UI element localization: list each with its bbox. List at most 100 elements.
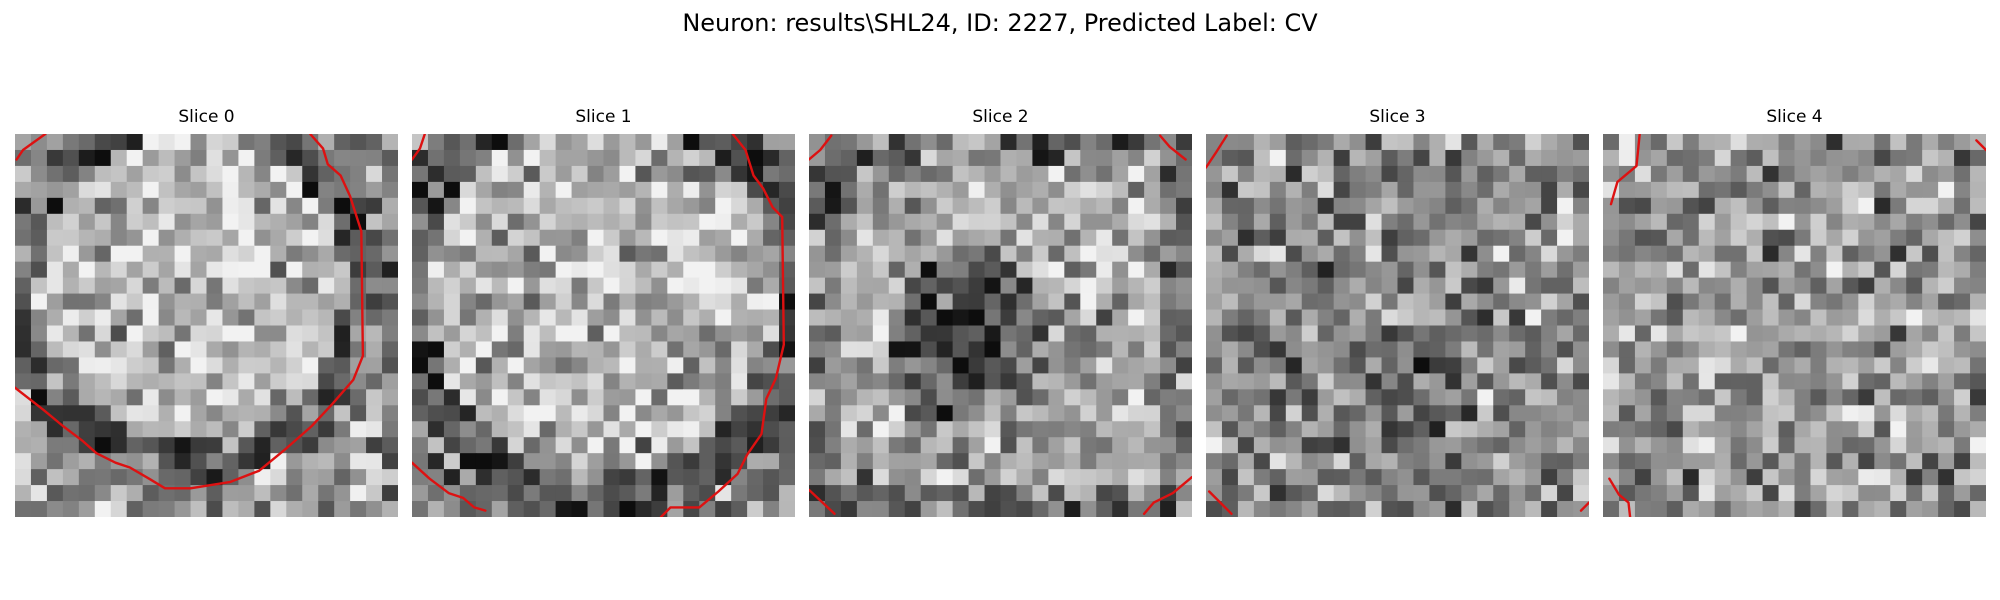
voxel-pixel [667, 485, 684, 502]
voxel-pixel [1080, 229, 1097, 247]
voxel-pixel [1429, 245, 1446, 263]
voxel-pixel [1618, 357, 1636, 374]
voxel-pixel [15, 357, 32, 374]
voxel-pixel [1096, 485, 1113, 502]
voxel-pixel [904, 293, 922, 311]
voxel-pixel [651, 197, 668, 215]
slice-panel-1: Slice 1 [412, 106, 795, 517]
voxel-pixel [1954, 261, 1971, 279]
voxel-pixel [254, 389, 271, 406]
voxel-pixel [1922, 421, 1939, 438]
voxel-pixel [1618, 341, 1636, 359]
voxel-pixel [1890, 453, 1907, 470]
voxel-pixel [334, 469, 351, 486]
voxel-pixel [459, 245, 477, 263]
voxel-pixel [1858, 245, 1875, 263]
voxel-pixel [491, 453, 509, 470]
voxel-pixel [1064, 325, 1081, 343]
voxel-pixel [1778, 469, 1796, 486]
voxel-pixel [1112, 357, 1129, 374]
voxel-pixel [1618, 405, 1636, 422]
voxel-pixel [1317, 134, 1335, 151]
voxel-pixel [603, 261, 621, 279]
voxel-pixel [459, 405, 477, 422]
voxel-pixel [1301, 437, 1319, 454]
voxel-pixel [1698, 421, 1716, 438]
voxel-pixel [1573, 437, 1589, 454]
voxel-pixel [715, 309, 732, 327]
voxel-pixel [699, 405, 716, 422]
voxel-pixel [523, 325, 541, 343]
voxel-pixel [1794, 293, 1812, 311]
voxel-pixel [491, 341, 509, 359]
voxel-pixel [459, 341, 477, 359]
voxel-pixel [809, 405, 826, 422]
voxel-pixel [1874, 229, 1891, 247]
voxel-pixel [1381, 245, 1399, 263]
voxel-pixel [1016, 341, 1034, 359]
voxel-pixel [1954, 277, 1971, 295]
voxel-pixel [1698, 405, 1716, 422]
voxel-pixel [840, 469, 858, 486]
voxel-pixel [1317, 421, 1335, 438]
voxel-pixel [412, 181, 429, 199]
voxel-pixel [699, 245, 716, 263]
voxel-pixel [1349, 485, 1367, 502]
voxel-pixel [1746, 197, 1764, 215]
voxel-pixel [619, 501, 637, 517]
voxel-pixel [1461, 405, 1478, 422]
voxel-pixel [1810, 453, 1828, 470]
voxel-pixel [1762, 453, 1780, 470]
voxel-pixel [824, 469, 842, 486]
voxel-pixel [1080, 149, 1097, 167]
voxel-pixel [856, 197, 874, 215]
voxel-pixel [1954, 309, 1971, 327]
voxel-pixel [523, 405, 541, 422]
voxel-pixel [158, 389, 176, 406]
voxel-pixel [1826, 309, 1843, 327]
voxel-pixel [1922, 197, 1939, 215]
voxel-pixel [968, 213, 986, 231]
voxel-pixel [286, 373, 303, 390]
voxel-pixel [968, 197, 986, 215]
voxel-pixel [952, 405, 970, 422]
voxel-pixel [1000, 469, 1018, 486]
voxel-pixel [888, 229, 906, 247]
voxel-pixel [270, 181, 287, 199]
voxel-pixel [1509, 421, 1526, 438]
voxel-pixel [715, 325, 732, 343]
voxel-pixel [555, 229, 573, 247]
voxel-pixel [286, 149, 303, 167]
voxel-pixel [747, 357, 764, 374]
voxel-pixel [1794, 357, 1812, 374]
voxel-pixel [382, 197, 398, 215]
voxel-pixel [635, 373, 652, 390]
voxel-pixel [366, 325, 383, 343]
voxel-pixel [635, 325, 652, 343]
voxel-pixel [1525, 341, 1542, 359]
voxel-pixel [286, 261, 303, 279]
voxel-pixel [459, 357, 477, 374]
voxel-pixel [382, 373, 398, 390]
voxel-pixel [62, 453, 80, 470]
voxel-pixel [779, 485, 795, 502]
voxel-pixel [763, 293, 780, 311]
voxel-pixel [15, 485, 32, 502]
voxel-pixel [270, 293, 287, 311]
voxel-pixel [238, 501, 255, 517]
voxel-pixel [523, 134, 541, 151]
voxel-pixel [1128, 261, 1145, 279]
voxel-pixel [1048, 293, 1065, 311]
voxel-pixel [1253, 261, 1271, 279]
voxel-pixel [1176, 501, 1192, 517]
voxel-pixel [1858, 325, 1875, 343]
voxel-pixel [1032, 197, 1049, 215]
voxel-pixel [856, 293, 874, 311]
voxel-pixel [222, 421, 240, 438]
voxel-pixel [840, 181, 858, 199]
voxel-pixel [475, 245, 493, 263]
voxel-pixel [1349, 421, 1367, 438]
voxel-pixel [158, 245, 176, 263]
voxel-pixel [603, 453, 621, 470]
voxel-pixel [46, 181, 64, 199]
